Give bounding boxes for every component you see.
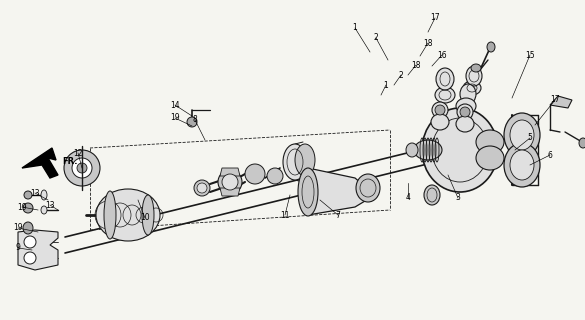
Text: 17: 17 bbox=[550, 95, 560, 105]
Polygon shape bbox=[22, 148, 58, 178]
Text: FR.: FR. bbox=[62, 157, 77, 166]
Ellipse shape bbox=[24, 191, 32, 199]
Text: 2: 2 bbox=[374, 34, 378, 43]
Ellipse shape bbox=[431, 114, 449, 130]
Ellipse shape bbox=[23, 222, 33, 234]
Ellipse shape bbox=[476, 130, 504, 154]
Ellipse shape bbox=[471, 64, 481, 72]
Ellipse shape bbox=[457, 104, 473, 120]
Ellipse shape bbox=[41, 206, 47, 214]
Text: 10: 10 bbox=[140, 213, 150, 222]
Ellipse shape bbox=[504, 113, 540, 157]
Polygon shape bbox=[18, 230, 58, 270]
Ellipse shape bbox=[197, 183, 207, 193]
Ellipse shape bbox=[96, 189, 160, 241]
Ellipse shape bbox=[267, 168, 283, 184]
Text: 7: 7 bbox=[336, 211, 340, 220]
Ellipse shape bbox=[476, 146, 504, 170]
Text: 11: 11 bbox=[280, 211, 290, 220]
Text: 8: 8 bbox=[192, 116, 197, 124]
Ellipse shape bbox=[72, 158, 92, 178]
Text: 19: 19 bbox=[17, 203, 27, 212]
Text: 13: 13 bbox=[30, 188, 40, 197]
Ellipse shape bbox=[424, 185, 440, 205]
Ellipse shape bbox=[194, 180, 210, 196]
Polygon shape bbox=[220, 168, 240, 176]
Ellipse shape bbox=[463, 81, 481, 95]
Ellipse shape bbox=[487, 42, 495, 52]
Text: 9: 9 bbox=[16, 244, 20, 252]
Ellipse shape bbox=[23, 203, 33, 213]
Ellipse shape bbox=[510, 150, 534, 180]
Ellipse shape bbox=[432, 102, 448, 118]
Ellipse shape bbox=[64, 150, 100, 186]
Ellipse shape bbox=[24, 252, 36, 264]
Ellipse shape bbox=[456, 98, 476, 114]
Ellipse shape bbox=[460, 107, 470, 117]
Ellipse shape bbox=[414, 140, 442, 160]
Ellipse shape bbox=[222, 174, 238, 190]
Polygon shape bbox=[308, 168, 375, 215]
Ellipse shape bbox=[406, 143, 418, 157]
Text: 14: 14 bbox=[170, 100, 180, 109]
Text: 15: 15 bbox=[525, 51, 535, 60]
Ellipse shape bbox=[456, 116, 474, 132]
Polygon shape bbox=[550, 96, 572, 108]
Ellipse shape bbox=[245, 164, 265, 184]
Ellipse shape bbox=[142, 195, 154, 235]
Ellipse shape bbox=[466, 66, 482, 86]
Ellipse shape bbox=[295, 144, 315, 176]
Text: 3: 3 bbox=[456, 194, 460, 203]
Polygon shape bbox=[220, 188, 240, 196]
Ellipse shape bbox=[504, 143, 540, 187]
Text: 17: 17 bbox=[430, 13, 440, 22]
Text: 18: 18 bbox=[424, 38, 433, 47]
Ellipse shape bbox=[356, 174, 380, 202]
Ellipse shape bbox=[41, 190, 47, 200]
Text: 16: 16 bbox=[437, 51, 447, 60]
Text: 5: 5 bbox=[528, 133, 532, 142]
Ellipse shape bbox=[435, 87, 455, 103]
Ellipse shape bbox=[187, 117, 197, 127]
Ellipse shape bbox=[460, 84, 476, 104]
Ellipse shape bbox=[422, 108, 498, 192]
Ellipse shape bbox=[77, 163, 87, 173]
Text: 12: 12 bbox=[73, 148, 82, 157]
Text: 4: 4 bbox=[405, 194, 411, 203]
Ellipse shape bbox=[24, 236, 36, 248]
Ellipse shape bbox=[435, 105, 445, 115]
Ellipse shape bbox=[218, 170, 242, 194]
Ellipse shape bbox=[104, 191, 116, 239]
Text: 2: 2 bbox=[398, 70, 404, 79]
Text: 19: 19 bbox=[170, 114, 180, 123]
Ellipse shape bbox=[579, 138, 585, 148]
Text: 19: 19 bbox=[13, 223, 23, 233]
Ellipse shape bbox=[510, 120, 534, 150]
Ellipse shape bbox=[298, 168, 318, 216]
Text: 1: 1 bbox=[384, 81, 388, 90]
Text: 18: 18 bbox=[411, 60, 421, 69]
Text: 6: 6 bbox=[548, 150, 552, 159]
Ellipse shape bbox=[283, 144, 307, 180]
Text: 1: 1 bbox=[353, 23, 357, 33]
Ellipse shape bbox=[436, 68, 454, 90]
Text: 13: 13 bbox=[45, 201, 55, 210]
